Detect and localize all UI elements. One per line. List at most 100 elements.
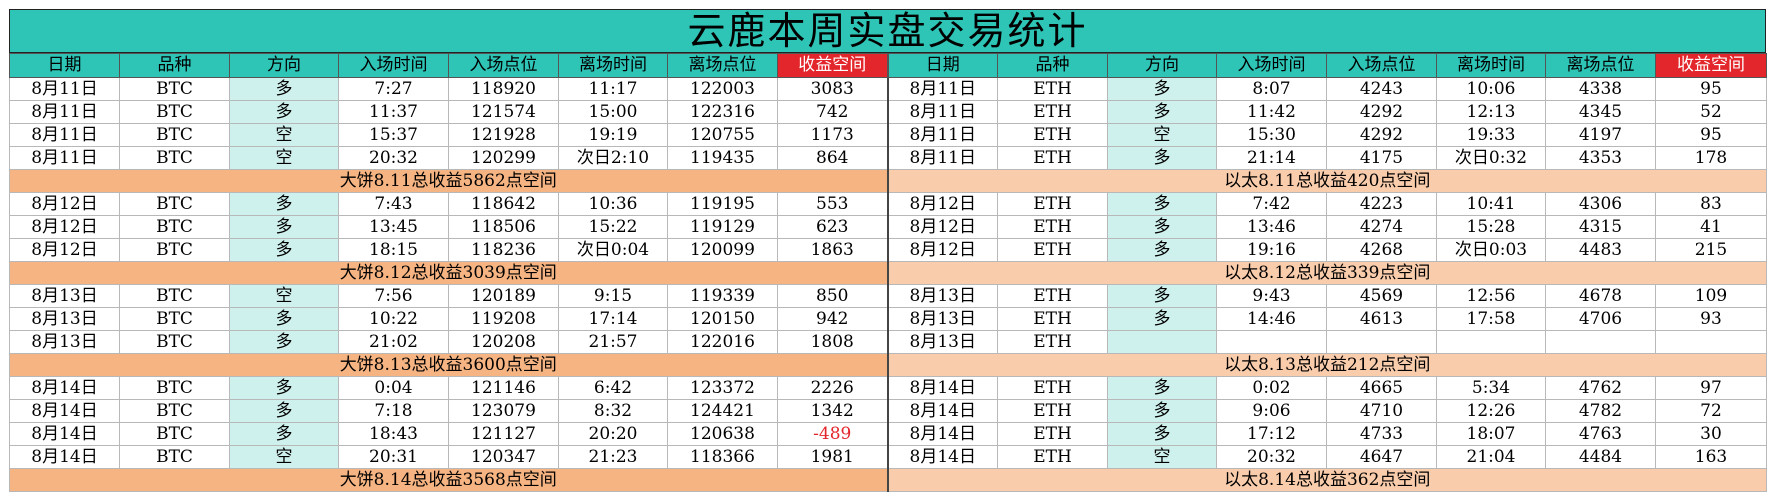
cell-entry-time: 13:45	[338, 215, 449, 239]
cell-entry-time: 21:14	[1216, 146, 1327, 170]
cell-exit-time: 21:57	[558, 330, 668, 354]
cell-exit-time: 6:42	[558, 376, 668, 400]
cell-profit: 83	[1655, 192, 1767, 216]
cell-symbol: ETH	[997, 238, 1108, 262]
cell-date: 8月12日	[9, 192, 120, 216]
cell-direction: 空	[229, 146, 339, 170]
cell-profit: 3083	[777, 77, 889, 101]
cell-entry-time: 9:06	[1216, 399, 1327, 423]
cell-date: 8月11日	[887, 123, 998, 147]
cell-profit: 1981	[777, 445, 889, 469]
cell-entry-price: 120208	[448, 330, 559, 354]
table-row: 8月12日 BTC 多 7:43 118642 10:36 119195 553 8月12日 ET…	[9, 192, 1767, 216]
cell-entry-price: 118236	[448, 238, 559, 262]
cell-entry-time: 15:30	[1216, 123, 1327, 147]
cell-date: 8月13日	[887, 330, 998, 354]
eth-daily-summary: 以太8.14总收益362点空间	[887, 468, 1767, 492]
cell-entry-price: 4243	[1326, 77, 1437, 101]
header-profit: 收益空间	[777, 53, 889, 78]
cell-exit-time: 21:23	[558, 445, 668, 469]
cell-direction: 多	[229, 77, 339, 101]
cell-symbol: ETH	[997, 376, 1108, 400]
cell-entry-price: 121928	[448, 123, 559, 147]
cell-exit-price: 4353	[1545, 146, 1656, 170]
header-exit-time: 离场时间	[1436, 53, 1546, 78]
table-row: 8月13日 BTC 多 10:22 119208 17:14 120150 942 8月13日 E…	[9, 307, 1767, 331]
cell-direction: 多	[229, 215, 339, 239]
cell-entry-price: 123079	[448, 399, 559, 423]
cell-direction: 多	[1107, 376, 1217, 400]
cell-direction: 多	[229, 330, 339, 354]
cell-entry-price: 118642	[448, 192, 559, 216]
cell-symbol: ETH	[997, 399, 1108, 423]
cell-exit-price: 4197	[1545, 123, 1656, 147]
cell-exit-price: 4338	[1545, 77, 1656, 101]
trade-table: 日期 品种 方向 入场时间 入场点位 离场时间 离场点位 收益空间 日期 品种 …	[9, 53, 1767, 492]
table-row: 8月13日 BTC 多 21:02 120208 21:57 122016 1808 8月13日…	[9, 330, 1767, 354]
cell-exit-price: 124421	[667, 399, 778, 423]
cell-symbol: BTC	[119, 422, 230, 446]
cell-entry-price: 120347	[448, 445, 559, 469]
cell-exit-price: 119129	[667, 215, 778, 239]
cell-entry-time: 21:02	[338, 330, 449, 354]
cell-entry-price: 4710	[1326, 399, 1437, 423]
header-date: 日期	[9, 53, 120, 78]
table-row: 8月14日 BTC 空 20:31 120347 21:23 118366 1981 8月14日…	[9, 445, 1767, 469]
cell-exit-price: 4706	[1545, 307, 1656, 331]
cell-direction: 多	[229, 238, 339, 262]
cell-profit: 623	[777, 215, 889, 239]
cell-symbol: BTC	[119, 376, 230, 400]
cell-profit: 1342	[777, 399, 889, 423]
cell-date: 8月13日	[887, 307, 998, 331]
cell-date: 8月11日	[9, 146, 120, 170]
table-row: 8月14日 BTC 多 7:18 123079 8:32 124421 1342 8月14日 ET…	[9, 399, 1767, 423]
cell-entry-time: 20:32	[338, 146, 449, 170]
cell-entry-time: 13:46	[1216, 215, 1327, 239]
trade-stats-sheet: 云鹿本周实盘交易统计 日期 品种 方向 入场时间 入场点位 离场时间 离场点位 …	[9, 9, 1767, 492]
cell-exit-price: 4484	[1545, 445, 1656, 469]
cell-exit-price: 120755	[667, 123, 778, 147]
cell-symbol: BTC	[119, 238, 230, 262]
cell-entry-time: 14:46	[1216, 307, 1327, 331]
cell-direction: 多	[1107, 238, 1217, 262]
header-symbol: 品种	[997, 53, 1108, 78]
cell-profit: 2226	[777, 376, 889, 400]
cell-symbol: ETH	[997, 146, 1108, 170]
cell-direction: 多	[1107, 100, 1217, 124]
cell-entry-price: 4292	[1326, 123, 1437, 147]
cell-entry-price: 121146	[448, 376, 559, 400]
cell-entry-price: 4647	[1326, 445, 1437, 469]
cell-entry-time: 18:15	[338, 238, 449, 262]
cell-exit-price: 4306	[1545, 192, 1656, 216]
cell-entry-time: 0:04	[338, 376, 449, 400]
cell-exit-time: 15:28	[1436, 215, 1546, 239]
cell-exit-time: 21:04	[1436, 445, 1546, 469]
cell-profit: 95	[1655, 77, 1767, 101]
cell-profit: 942	[777, 307, 889, 331]
cell-date: 8月12日	[887, 215, 998, 239]
cell-date: 8月14日	[9, 445, 120, 469]
cell-symbol: BTC	[119, 192, 230, 216]
header-entry-time: 入场时间	[1216, 53, 1327, 78]
cell-entry-time: 7:56	[338, 284, 449, 308]
cell-profit: 97	[1655, 376, 1767, 400]
eth-daily-summary: 以太8.12总收益339点空间	[887, 261, 1767, 285]
cell-date: 8月14日	[887, 399, 998, 423]
header-symbol: 品种	[119, 53, 230, 78]
cell-symbol: ETH	[997, 422, 1108, 446]
header-profit: 收益空间	[1655, 53, 1767, 78]
table-row: 8月11日 BTC 多 7:27 118920 11:17 122003 3083 8月11日 E…	[9, 77, 1767, 101]
cell-entry-time: 11:42	[1216, 100, 1327, 124]
cell-profit: 864	[777, 146, 889, 170]
cell-entry-price: 4613	[1326, 307, 1437, 331]
cell-profit: 850	[777, 284, 889, 308]
cell-symbol: BTC	[119, 399, 230, 423]
cell-profit: 163	[1655, 445, 1767, 469]
cell-exit-time: 15:22	[558, 215, 668, 239]
cell-exit-time: 17:14	[558, 307, 668, 331]
cell-exit-price: 122016	[667, 330, 778, 354]
cell-exit-time: 12:13	[1436, 100, 1546, 124]
cell-date: 8月14日	[9, 422, 120, 446]
cell-exit-time: 18:07	[1436, 422, 1546, 446]
cell-symbol: ETH	[997, 215, 1108, 239]
